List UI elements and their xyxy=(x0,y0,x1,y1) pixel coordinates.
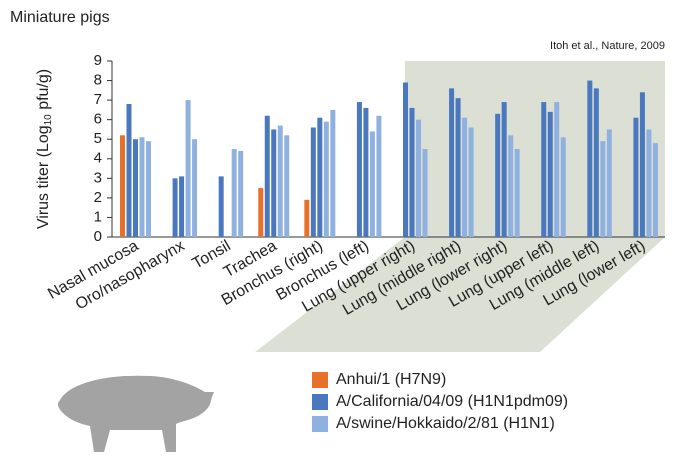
bar xyxy=(587,81,592,237)
bar xyxy=(330,110,335,237)
bar xyxy=(633,118,638,237)
bar xyxy=(561,137,566,237)
bar xyxy=(120,135,125,237)
bar xyxy=(265,116,270,237)
legend-label: Anhui/1 (H7N9) xyxy=(336,371,446,388)
y-axis-label: Virus titer (Log10 pfu/g) xyxy=(35,69,53,229)
y-tick-label: 5 xyxy=(94,130,102,147)
bar xyxy=(469,127,474,237)
y-label-subscript: 10 xyxy=(43,114,54,126)
bar xyxy=(502,102,507,237)
annotation: Itoh et al., Nature, 2009 xyxy=(550,40,665,52)
y-tick-label: 7 xyxy=(94,91,102,108)
y-tick-label: 3 xyxy=(94,169,102,186)
bar xyxy=(640,92,645,237)
bar xyxy=(508,135,513,237)
bar xyxy=(495,114,500,237)
bar xyxy=(594,88,599,237)
bar xyxy=(554,102,559,237)
bar xyxy=(232,149,237,237)
bar xyxy=(127,104,132,237)
y-tick-label: 1 xyxy=(94,208,102,225)
bar xyxy=(376,116,381,237)
bar xyxy=(238,151,243,237)
y-label-unit: pfu/g) xyxy=(35,69,52,114)
legend-swatch xyxy=(312,416,328,432)
y-label-text: Virus titer (Log xyxy=(35,125,52,229)
bar xyxy=(219,176,224,237)
bar xyxy=(317,118,322,237)
bar xyxy=(324,122,329,237)
bar xyxy=(416,120,421,237)
bar xyxy=(462,118,467,237)
bar xyxy=(403,83,408,237)
pig-icon xyxy=(58,376,214,452)
bar xyxy=(192,139,197,237)
legend-label: A/California/04/09 (H1N1pdm09) xyxy=(336,393,568,410)
bar xyxy=(357,102,362,237)
bar xyxy=(449,88,454,237)
bar xyxy=(173,178,178,237)
y-tick-label: 8 xyxy=(94,72,102,89)
bar xyxy=(423,149,428,237)
bar xyxy=(146,141,151,237)
bar xyxy=(370,131,375,237)
bar xyxy=(515,149,520,237)
bar xyxy=(600,141,605,237)
y-tick-label: 9 xyxy=(94,52,102,69)
bar xyxy=(278,126,283,237)
y-tick-label: 4 xyxy=(94,150,102,167)
bar xyxy=(541,102,546,237)
bar xyxy=(179,176,184,237)
y-tick-label: 6 xyxy=(94,111,102,128)
legend-label: A/swine/Hokkaido/2/81 (H1N1) xyxy=(336,415,555,432)
bar xyxy=(258,188,263,237)
bar xyxy=(646,129,651,237)
legend-swatch xyxy=(312,372,328,388)
bar xyxy=(607,129,612,237)
bar xyxy=(304,200,309,237)
bar xyxy=(140,137,145,237)
bar xyxy=(363,108,368,237)
bar xyxy=(410,108,415,237)
bar xyxy=(186,100,191,237)
y-tick-label: 2 xyxy=(94,189,102,206)
y-tick-label: 0 xyxy=(94,228,102,245)
bar xyxy=(311,127,316,237)
chart: Miniature pigs Itoh et al., Nature, 2009… xyxy=(0,0,679,454)
bar xyxy=(548,112,553,237)
bar xyxy=(653,143,658,237)
bar xyxy=(284,135,289,237)
bar xyxy=(133,139,138,237)
bar xyxy=(271,129,276,237)
chart-title: Miniature pigs xyxy=(10,9,110,26)
legend-swatch xyxy=(312,394,328,410)
bar xyxy=(456,98,461,237)
